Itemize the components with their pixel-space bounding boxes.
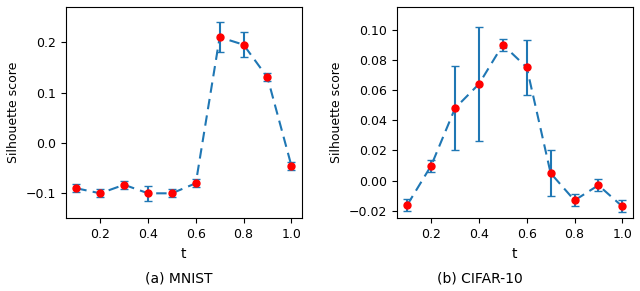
Text: (a) MNIST: (a) MNIST [145,271,213,285]
Text: (b) CIFAR-10: (b) CIFAR-10 [437,271,523,285]
X-axis label: t: t [181,247,187,261]
Y-axis label: Silhouette score: Silhouette score [330,62,343,164]
Y-axis label: Silhouette score: Silhouette score [7,62,20,164]
X-axis label: t: t [512,247,518,261]
